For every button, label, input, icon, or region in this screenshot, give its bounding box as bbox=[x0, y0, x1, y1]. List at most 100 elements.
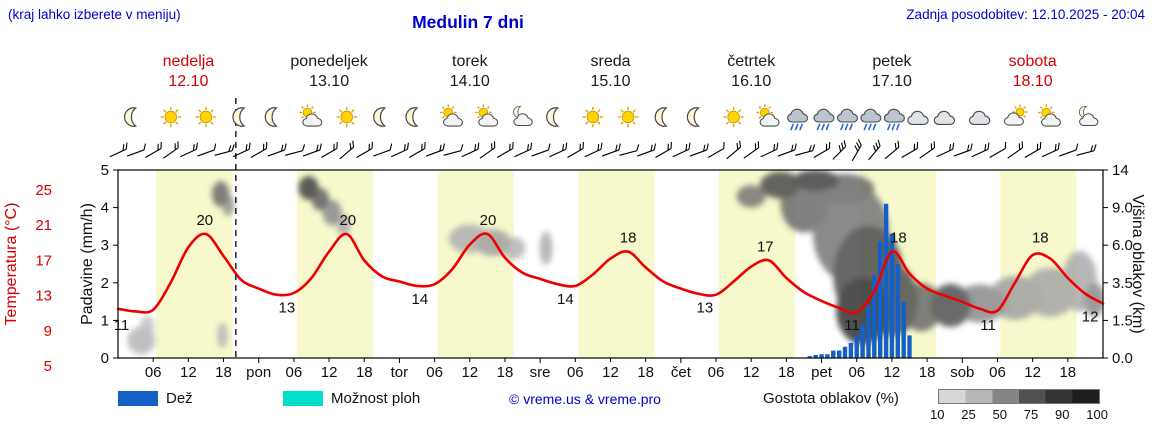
temperature-curve bbox=[116, 232, 1105, 315]
day-name: sobota bbox=[1009, 53, 1057, 70]
moon-icon bbox=[264, 107, 278, 127]
svg-text:6.0: 6.0 bbox=[1112, 237, 1133, 254]
showers-swatch bbox=[283, 391, 323, 406]
day-name: četrtek bbox=[727, 53, 776, 70]
cloud-axis-title: Višina oblakov (km) bbox=[1129, 194, 1146, 333]
day-name: petek bbox=[872, 53, 912, 70]
svg-text:18: 18 bbox=[497, 364, 514, 381]
cloud-sun-icon bbox=[1003, 104, 1028, 126]
daylight-bands bbox=[156, 170, 1077, 358]
day-date: 12.10 bbox=[168, 73, 208, 90]
svg-text:18: 18 bbox=[620, 230, 637, 247]
svg-text:3: 3 bbox=[101, 237, 109, 254]
svg-text:pon: pon bbox=[246, 364, 271, 381]
svg-text:14: 14 bbox=[1112, 162, 1129, 179]
moon-icon bbox=[405, 107, 419, 127]
svg-text:4: 4 bbox=[101, 200, 109, 217]
weather-icons-row bbox=[124, 104, 1099, 131]
svg-text:sre: sre bbox=[530, 364, 551, 381]
sun-icon bbox=[160, 106, 182, 128]
sun-icon bbox=[582, 106, 604, 128]
svg-text:13: 13 bbox=[35, 288, 52, 305]
moon-icon bbox=[654, 107, 668, 127]
rain-icon bbox=[836, 108, 858, 131]
last-update-label: Zadnja posodobitev: 12.10.2025 - 20:04 bbox=[906, 7, 1145, 22]
rain-legend-label: Dež bbox=[166, 390, 193, 407]
day-date: 18.10 bbox=[1013, 73, 1053, 90]
cloud-density-ticks: 10 25 50 75 90 100 bbox=[930, 407, 1108, 422]
svg-text:06: 06 bbox=[286, 364, 303, 381]
svg-text:11: 11 bbox=[844, 317, 860, 334]
svg-text:0: 0 bbox=[101, 350, 109, 367]
svg-text:12: 12 bbox=[180, 364, 197, 381]
cloud-icon bbox=[933, 110, 956, 125]
cloud-density-label: Gostota oblakov (%) bbox=[763, 390, 899, 407]
svg-text:1.5: 1.5 bbox=[1112, 312, 1133, 329]
svg-text:17: 17 bbox=[757, 238, 774, 255]
precip-axis-title: Padavine (mm/h) bbox=[79, 203, 96, 325]
svg-text:2: 2 bbox=[101, 275, 109, 292]
svg-text:čet: čet bbox=[671, 364, 692, 381]
sun-icon bbox=[723, 106, 744, 128]
svg-text:20: 20 bbox=[480, 212, 497, 229]
rain-icon bbox=[883, 108, 905, 131]
rain-swatch bbox=[118, 391, 158, 406]
svg-text:9.0: 9.0 bbox=[1112, 200, 1133, 217]
rain-bars bbox=[807, 203, 912, 358]
svg-text:18: 18 bbox=[890, 230, 907, 247]
cloud-icon bbox=[907, 110, 929, 125]
day-date: 15.10 bbox=[590, 73, 630, 90]
svg-text:11: 11 bbox=[980, 317, 996, 334]
sun-icon bbox=[336, 106, 357, 128]
svg-text:12: 12 bbox=[461, 364, 478, 381]
sun-cloud-icon bbox=[756, 104, 780, 127]
density-tick-label: 75 bbox=[1023, 407, 1039, 422]
svg-text:0.0: 0.0 bbox=[1112, 350, 1133, 367]
page-title: Medulin 7 dni bbox=[412, 12, 524, 32]
svg-text:12: 12 bbox=[602, 364, 619, 381]
cloud-icon bbox=[968, 110, 991, 125]
x-axis-labels: 06 12 18 pon 06 12 18 tor 06 12 18 sre 06 12 18 čet 06 12… bbox=[145, 358, 1076, 381]
day-date: 17.10 bbox=[872, 73, 912, 90]
moon-icon bbox=[373, 107, 387, 127]
density-tick-label: 90 bbox=[1055, 407, 1070, 422]
wind-barbs bbox=[109, 139, 1097, 162]
svg-text:18: 18 bbox=[637, 364, 654, 381]
svg-text:06: 06 bbox=[989, 364, 1006, 381]
sun-cloud-icon bbox=[440, 104, 464, 127]
svg-text:5: 5 bbox=[101, 162, 109, 179]
svg-text:13: 13 bbox=[697, 300, 714, 317]
svg-text:18: 18 bbox=[356, 364, 373, 381]
svg-text:12: 12 bbox=[743, 364, 760, 381]
day-name: torek bbox=[452, 53, 489, 70]
sun-cloud-icon bbox=[475, 104, 499, 127]
cloud-moon-icon bbox=[1079, 106, 1099, 126]
svg-text:17: 17 bbox=[35, 252, 52, 269]
day-headers: nedelja 12.10 ponedeljek 13.10 torek 14.10 sre… bbox=[163, 53, 1057, 90]
sun-icon bbox=[617, 106, 639, 128]
density-tick-label: 100 bbox=[1086, 407, 1108, 422]
day-name: nedelja bbox=[163, 53, 215, 70]
density-tick-label: 50 bbox=[992, 407, 1007, 422]
sun-cloud-icon bbox=[299, 104, 323, 127]
svg-text:06: 06 bbox=[145, 364, 162, 381]
svg-text:06: 06 bbox=[848, 364, 865, 381]
rain-icon bbox=[860, 108, 882, 131]
svg-text:18: 18 bbox=[778, 364, 795, 381]
temperature-point-labels: 11 20 13 20 14 20 14 18 13 17 11 18 11 18 12 bbox=[114, 212, 1099, 334]
cloud-moon-icon bbox=[513, 106, 533, 126]
temperature-axis-title: Temperatura (°C) bbox=[3, 203, 20, 326]
moon-icon bbox=[686, 107, 700, 127]
svg-text:1: 1 bbox=[101, 312, 109, 329]
menu-hint: (kraj lahko izberete v meniju) bbox=[8, 7, 181, 22]
svg-text:9: 9 bbox=[44, 323, 52, 340]
copyright-link[interactable]: © vreme.us & vreme.pro bbox=[509, 391, 661, 407]
moon-icon bbox=[124, 107, 138, 127]
svg-text:21: 21 bbox=[35, 217, 52, 234]
svg-text:18: 18 bbox=[919, 364, 936, 381]
svg-text:11: 11 bbox=[114, 317, 130, 334]
rain-icon bbox=[813, 108, 835, 131]
day-name: ponedeljek bbox=[290, 53, 368, 70]
